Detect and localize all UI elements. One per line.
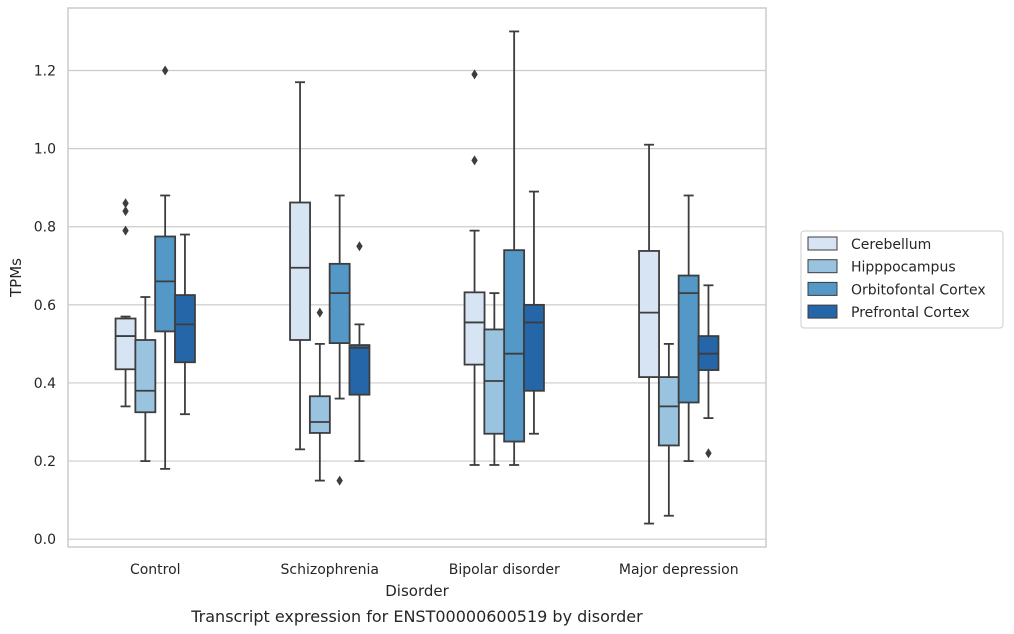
y-tick-label: 0.4 bbox=[34, 376, 56, 392]
boxes bbox=[114, 30, 720, 525]
box-body bbox=[503, 249, 526, 443]
legend-swatch bbox=[807, 236, 838, 251]
plot-frame bbox=[67, 7, 767, 548]
outlier-marker bbox=[161, 65, 169, 76]
y-tick-label: 0.2 bbox=[34, 454, 56, 470]
x-ticks: Control Schizophrenia Bipolar disorder Majo… bbox=[130, 562, 739, 578]
legend: Cerebellum Hipppocampus Orbitofontal Corte… bbox=[800, 230, 1004, 329]
legend-label: Prefrontal Cortex bbox=[851, 305, 970, 321]
box bbox=[483, 292, 506, 466]
y-tick-label: 0.8 bbox=[34, 220, 56, 236]
chart-caption: Transcript expression for ENST0000060051… bbox=[190, 607, 643, 626]
box-body bbox=[134, 339, 157, 414]
box-body bbox=[289, 201, 311, 341]
outlier-marker bbox=[122, 206, 129, 217]
box bbox=[308, 307, 331, 482]
box-body bbox=[174, 294, 196, 364]
box-body bbox=[523, 303, 545, 392]
box bbox=[134, 296, 157, 462]
box-body bbox=[657, 376, 680, 447]
box-body bbox=[114, 317, 137, 371]
outlier-marker bbox=[356, 241, 363, 252]
box bbox=[328, 194, 351, 486]
legend-swatch bbox=[807, 259, 838, 274]
box-body bbox=[348, 344, 371, 396]
y-ticks: 0.0 0.2 0.4 0.6 0.8 1.0 1.2 bbox=[34, 63, 56, 548]
x-tick-label: Control bbox=[130, 562, 181, 578]
legend-label: Cerebellum bbox=[851, 237, 931, 253]
box-body bbox=[638, 250, 660, 378]
y-tick-label: 0.0 bbox=[34, 532, 56, 548]
box bbox=[697, 284, 720, 459]
legend-frame bbox=[800, 230, 1004, 329]
legend-label: Orbitofontal Cortex bbox=[851, 282, 986, 298]
box bbox=[677, 194, 700, 462]
outlier-marker bbox=[122, 198, 129, 209]
x-axis-label: Disorder bbox=[385, 582, 449, 600]
box-body bbox=[308, 395, 331, 434]
legend-label: Hipppocampus bbox=[851, 260, 956, 276]
outlier-marker bbox=[122, 225, 129, 236]
box bbox=[638, 143, 660, 525]
y-tick-label: 0.6 bbox=[34, 298, 56, 314]
x-tick-label: Major depression bbox=[619, 562, 739, 578]
outlier-marker bbox=[705, 448, 712, 459]
box bbox=[114, 198, 137, 408]
box-body bbox=[677, 274, 700, 404]
box bbox=[523, 190, 545, 435]
box bbox=[289, 81, 311, 451]
outlier-marker bbox=[316, 307, 324, 318]
box bbox=[657, 342, 680, 517]
box bbox=[348, 241, 371, 462]
box bbox=[174, 233, 196, 416]
legend-swatch bbox=[807, 304, 838, 319]
y-tick-label: 1.0 bbox=[34, 142, 56, 158]
x-tick-label: Bipolar disorder bbox=[449, 562, 560, 578]
x-tick-label: Schizophrenia bbox=[281, 562, 379, 578]
legend-swatch bbox=[807, 281, 838, 296]
y-tick-label: 1.2 bbox=[34, 63, 56, 79]
y-axis-label: TPMs bbox=[7, 258, 25, 298]
outlier-marker bbox=[471, 155, 478, 166]
box-body bbox=[154, 235, 177, 333]
box-body bbox=[328, 262, 351, 345]
box bbox=[154, 65, 177, 470]
box bbox=[503, 30, 526, 466]
outlier-marker bbox=[471, 69, 478, 80]
outlier-marker bbox=[336, 475, 343, 486]
box-body bbox=[463, 291, 486, 366]
box bbox=[463, 69, 486, 466]
